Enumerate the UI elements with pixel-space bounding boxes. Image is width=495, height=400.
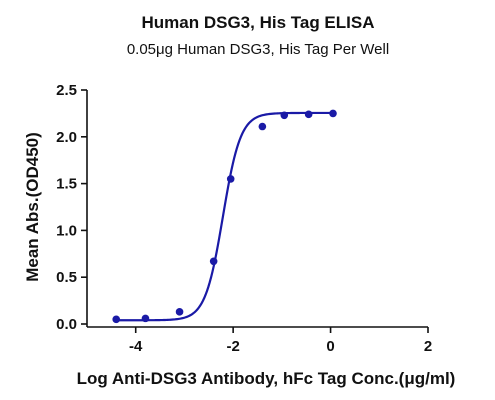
y-tick-label: 2.0	[56, 129, 77, 146]
data-point	[175, 308, 184, 316]
x-tick-label: -4	[129, 338, 143, 355]
y-tick-label: 0.5	[56, 269, 77, 286]
data-point	[258, 122, 267, 131]
chart-subtitle: 0.05μg Human DSG3, His Tag Per Well	[127, 41, 389, 58]
axes	[86, 90, 428, 328]
chart-title: Human DSG3, His Tag ELISA	[141, 13, 374, 32]
fit-curve	[116, 111, 334, 322]
x-tick-label: -2	[226, 338, 239, 355]
fit-curve-layer	[116, 111, 334, 322]
data-point	[141, 314, 150, 323]
data-point	[329, 109, 337, 118]
data-point	[226, 175, 235, 183]
x-axis-label: Log Anti-DSG3 Antibody, hFc Tag Conc.(μg…	[77, 369, 456, 388]
data-point	[112, 315, 121, 324]
ticks: 0.0 0.5 1.0 1.5 2.0 2.5 -4 -2 0 2	[56, 82, 432, 355]
data-points-layer	[112, 109, 337, 324]
y-tick-label: 2.5	[56, 82, 77, 99]
data-point	[209, 257, 218, 266]
data-point	[280, 111, 289, 120]
data-point	[304, 110, 313, 119]
y-tick-label: 1.5	[56, 176, 77, 193]
x-tick-label: 0	[326, 338, 334, 355]
y-tick-label: 1.0	[56, 222, 77, 239]
y-axis-label: Mean Abs.(OD450)	[23, 132, 42, 282]
x-tick-label: 2	[424, 338, 432, 355]
y-tick-label: 0.0	[56, 316, 77, 333]
